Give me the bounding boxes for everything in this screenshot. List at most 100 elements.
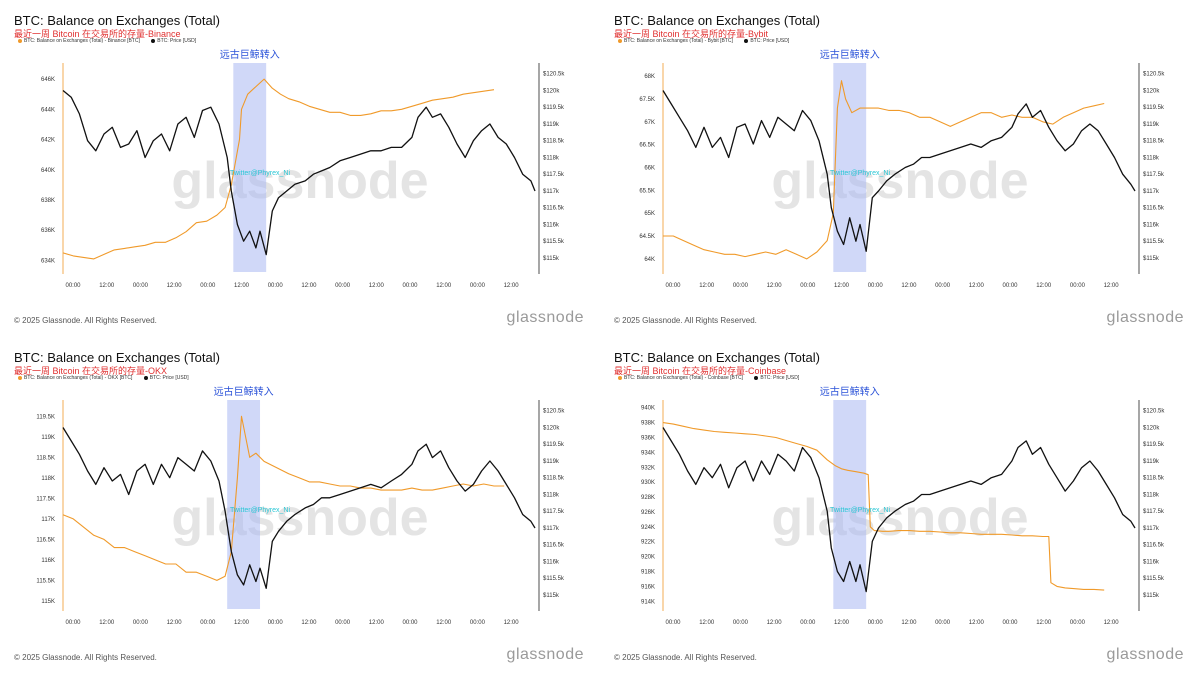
x-tick-label: 12:00 [301, 620, 317, 626]
copyright: © 2025 Glassnode. All Rights Reserved. [14, 316, 157, 325]
series-line-balance [663, 80, 1105, 260]
legend-item-balance[interactable]: BTC: Balance on Exchanges (Total) - Bybi… [618, 38, 733, 44]
x-tick-label: 00:00 [935, 620, 951, 626]
chart-svg: glassnode 远古巨鲸转入 646K 644K 642K 640K 638K 636K 6… [41, 48, 565, 289]
right-tick-label: $118k [543, 492, 560, 498]
legend-dot-icon [18, 38, 22, 43]
left-tick-label: 116K [41, 558, 55, 564]
right-tick-label: $115k [543, 256, 560, 262]
right-tick-label: $117.5k [1143, 509, 1165, 515]
x-tick-label: 00:00 [1070, 620, 1086, 626]
annotation-label: 远古巨鲸转入 [820, 385, 880, 398]
x-tick-label: 12:00 [99, 620, 115, 626]
right-tick-label: $116k [543, 559, 560, 565]
left-tick-label: 638K [41, 198, 55, 204]
x-tick-label: 00:00 [65, 283, 81, 289]
left-tick-label: 117.5K [36, 496, 55, 502]
right-tick-label: $116k [543, 222, 560, 228]
x-tick-label: 12:00 [167, 283, 183, 289]
legend-dot-icon [618, 375, 622, 380]
chart-subtitle: 最近一周 Bitcoin 在交易所的存量-Bybit [614, 29, 769, 39]
right-tick-label: $115.5k [1143, 576, 1165, 582]
legend-item-balance[interactable]: BTC: Balance on Exchanges (Total) - OKX … [18, 375, 132, 381]
left-tick-label: 66K [644, 166, 655, 172]
legend-item-price[interactable]: BTC: Price [USD] [744, 38, 789, 44]
x-tick-label: 12:00 [901, 620, 917, 626]
x-tick-label: 12:00 [369, 283, 385, 289]
x-tick-label: 12:00 [699, 283, 715, 289]
right-tick-label: $120.5k [1143, 72, 1165, 78]
x-tick-label: 00:00 [133, 620, 149, 626]
left-tick-label: 115K [41, 599, 55, 605]
x-tick-label: 12:00 [901, 283, 917, 289]
right-tick-label: $116.5k [1143, 543, 1165, 549]
legend-dot-icon [151, 38, 156, 43]
left-tick-label: 922K [641, 540, 655, 546]
x-tick-label: 00:00 [335, 620, 351, 626]
right-tick-label: $119.5k [543, 105, 565, 111]
x-tick-label: 12:00 [234, 283, 250, 289]
right-tick-label: $116.5k [543, 206, 565, 212]
left-tick-label: 646K [41, 77, 55, 83]
legend-label: BTC: Balance on Exchanges (Total) - Coin… [624, 375, 743, 381]
legend-label: BTC: Price [USD] [760, 375, 800, 381]
left-tick-label: 918K [641, 570, 655, 576]
x-tick-label: 00:00 [733, 620, 749, 626]
copyright: © 2025 Glassnode. All Rights Reserved. [614, 316, 757, 325]
legend-label: BTC: Price [USD] [149, 375, 189, 381]
x-tick-label: 00:00 [1002, 283, 1018, 289]
left-tick-label: 68K [644, 74, 655, 80]
right-tick-label: $118k [1143, 155, 1160, 161]
right-tick-label: $116k [1143, 222, 1160, 228]
right-tick-label: $115.5k [543, 576, 565, 582]
twitter-handle-label: Twitter@Phyrex_Ni [830, 170, 890, 177]
x-tick-label: 12:00 [834, 283, 850, 289]
left-tick-label: 119.5K [36, 414, 55, 420]
left-tick-label: 116.5K [36, 537, 55, 543]
x-tick-label: 00:00 [200, 620, 216, 626]
glassnode-logo: glassnode [1106, 309, 1184, 326]
chart-panel-bybit: glassnode 远古巨鲸转入 68K 67.5K 67K 66.5K 66K 65.5K 6… [600, 0, 1200, 337]
chart-subtitle: 最近一周 Bitcoin 在交易所的存量-Binance [14, 29, 181, 39]
legend-item-price[interactable]: BTC: Price [USD] [143, 375, 189, 381]
x-tick-label: 00:00 [133, 283, 149, 289]
watermark-text: glassnode [771, 489, 1028, 547]
x-tick-label: 00:00 [200, 283, 216, 289]
right-tick-label: $118.5k [543, 476, 565, 482]
right-tick-label: $120k [543, 88, 560, 94]
right-tick-label: $119.5k [1143, 105, 1165, 111]
x-tick-label: 12:00 [99, 283, 115, 289]
x-tick-label: 00:00 [935, 283, 951, 289]
right-tick-label: $118.5k [1143, 476, 1165, 482]
chart-subtitle: 最近一周 Bitcoin 在交易所的存量-Coinbase [614, 366, 787, 376]
copyright: © 2025 Glassnode. All Rights Reserved. [614, 653, 757, 662]
x-tick-label: 12:00 [1104, 620, 1120, 626]
x-tick-label: 12:00 [969, 620, 985, 626]
left-tick-label: 64.5K [639, 234, 655, 240]
x-tick-label: 12:00 [969, 283, 985, 289]
right-tick-label: $120.5k [543, 72, 565, 78]
legend-item-price[interactable]: BTC: Price [USD] [151, 38, 196, 44]
x-tick-label: 00:00 [1070, 283, 1086, 289]
twitter-handle-label: Twitter@Phyrex_Ni [230, 170, 290, 177]
legend-item-balance[interactable]: BTC: Balance on Exchanges (Total) - Bina… [18, 38, 140, 44]
x-tick-label: 12:00 [767, 283, 783, 289]
left-tick-label: 914K [641, 599, 655, 605]
legend-item-price[interactable]: BTC: Price [USD] [754, 375, 799, 381]
right-tick-label: $120k [1143, 88, 1160, 94]
series-line-balance [662, 422, 1105, 591]
x-tick-label: 12:00 [436, 283, 452, 289]
left-tick-label: 644K [41, 107, 55, 113]
right-tick-label: $115k [543, 593, 560, 599]
left-tick-label: 118.5K [36, 455, 55, 461]
x-tick-label: 00:00 [800, 620, 816, 626]
chart-legend: BTC: Balance on Exchanges (Total) - Coin… [618, 375, 809, 381]
x-tick-label: 00:00 [268, 620, 284, 626]
x-tick-label: 12:00 [699, 620, 715, 626]
left-tick-label: 930K [641, 480, 655, 486]
x-tick-label: 12:00 [234, 620, 250, 626]
right-tick-label: $119.5k [543, 442, 565, 448]
right-tick-label: $117k [543, 189, 560, 195]
legend-item-balance[interactable]: BTC: Balance on Exchanges (Total) - Coin… [618, 375, 743, 381]
watermark-text: glassnode [771, 152, 1028, 210]
